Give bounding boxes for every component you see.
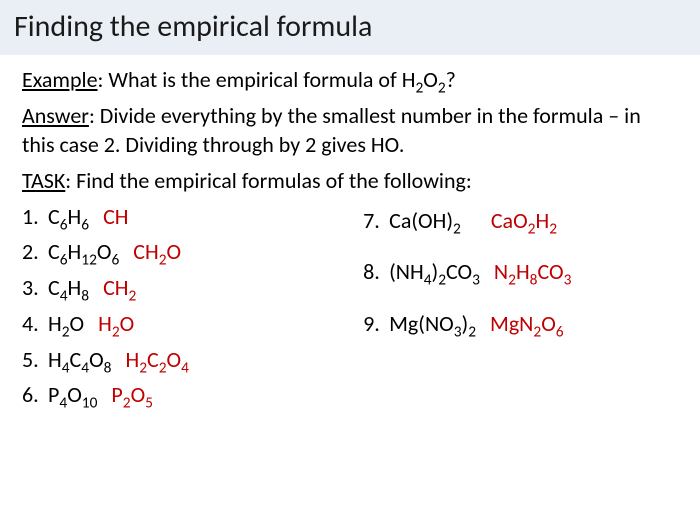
item-answer: MgN2O6	[490, 310, 564, 337]
list-item: 2.C6H12O6 CH2O	[22, 237, 363, 267]
item-question: H2O	[48, 310, 84, 337]
item-answer: CH2O	[133, 238, 181, 265]
item-question: Mg(NO3)2	[389, 310, 476, 337]
answer-paragraph: Answer: Divide everything by the smalles…	[22, 101, 678, 160]
item-question: (NH4)2CO3	[389, 258, 480, 285]
item-number: 2.	[22, 237, 48, 267]
list-item: 7.Ca(OH)2 CaO2H2	[363, 206, 678, 236]
item-question: H4C4O8	[48, 346, 111, 373]
answer-text: : Divide everything by the smallest numb…	[22, 102, 641, 159]
column-left: 1.C6H6CH 2.C6H12O6CH2O 3.C4H8CH2 4.H2OH2…	[22, 202, 363, 416]
item-question: C4H8	[48, 274, 89, 301]
item-answer: P2O5	[111, 381, 153, 408]
example-label: Example	[22, 66, 98, 93]
task-paragraph: TASK: Find the empirical formulas of the…	[22, 166, 678, 196]
item-question: C6H12O6	[48, 238, 119, 265]
item-question: P4O10	[48, 381, 97, 408]
example-text: : What is the empirical formula of H2O2?	[98, 66, 456, 93]
item-number: 4.	[22, 309, 48, 339]
item-question: C6H6	[48, 203, 89, 230]
list-item: 6.P4O10 P2O5	[22, 380, 363, 410]
slide: Finding the empirical formula Example: W…	[0, 0, 700, 525]
slide-content: Example: What is the empirical formula o…	[0, 55, 700, 416]
task-list: 1.C6H6CH 2.C6H12O6CH2O 3.C4H8CH2 4.H2OH2…	[22, 202, 678, 416]
item-answer: CH	[103, 203, 128, 230]
list-item: 3.C4H8 CH2	[22, 273, 363, 303]
example-paragraph: Example: What is the empirical formula o…	[22, 65, 678, 95]
list-item: 9.Mg(NO3)2 MgN2O6	[363, 309, 678, 339]
item-number: 3.	[22, 273, 48, 303]
item-answer: CH2	[103, 274, 136, 301]
slide-title: Finding the empirical formula	[0, 0, 700, 55]
list-item: 1.C6H6 CH	[22, 202, 363, 232]
item-answer: H2C2O4	[125, 346, 188, 373]
item-number: 1.	[22, 202, 48, 232]
task-label: TASK	[22, 167, 65, 194]
list-item: 4.H2OH2O	[22, 309, 363, 339]
item-question: Ca(OH)2	[389, 207, 461, 234]
item-answer: CaO2H2	[491, 207, 557, 234]
item-answer: N2H8CO3	[494, 258, 571, 285]
task-text: : Find the empirical formulas of the fol…	[65, 167, 471, 194]
item-number: 5.	[22, 345, 48, 375]
item-answer: H2O	[98, 310, 134, 337]
item-number: 8.	[363, 257, 389, 287]
list-item: 8.(NH4)2CO3 N2H8CO3	[363, 257, 678, 287]
list-item: 5.H4C4O8 H2C2O4	[22, 345, 363, 375]
item-number: 6.	[22, 380, 48, 410]
item-number: 7.	[363, 206, 389, 236]
answer-label: Answer	[22, 102, 89, 129]
column-right: 7.Ca(OH)2 CaO2H2 8.(NH4)2CO3 N2H8CO3 9.Mg(…	[363, 202, 678, 416]
item-number: 9.	[363, 309, 389, 339]
